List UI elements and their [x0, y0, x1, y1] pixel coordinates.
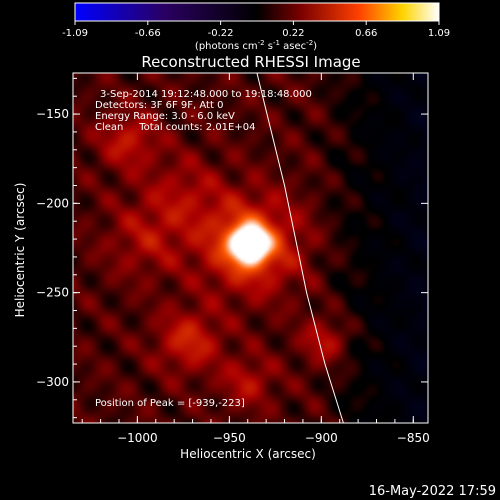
y-axis-label: Heliocentric Y (arcsec) — [13, 183, 27, 318]
annotation-peak-position: Position of Peak = [-939,-223] — [95, 398, 245, 409]
heatmap-image — [73, 73, 428, 423]
annotation-clean-counts: Clean Total counts: 2.01E+04 — [95, 122, 255, 133]
annotation-time-range: 3-Sep-2014 19:12:48.000 to 19:18:48.000 — [100, 89, 312, 100]
x-tick-label: −1000 — [117, 431, 158, 445]
colorbar-tick-label: 0.66 — [355, 28, 377, 39]
colorbar-ticks: -1.09 -0.66 -0.22 0.22 0.66 1.09 — [62, 21, 450, 39]
plot-area — [73, 73, 428, 423]
x-tick-label: −850 — [397, 431, 430, 445]
annotation-energy-range: Energy Range: 3.0 - 6.0 keV — [95, 111, 235, 122]
colorbar — [74, 2, 440, 22]
footer-date: 16-May-2022 17:59 — [369, 484, 496, 499]
colorbar-unit-label: (photons cm-2 s-1 asec-2) — [195, 39, 317, 52]
y-tick-label: −200 — [36, 196, 69, 210]
y-tick-label: −300 — [36, 375, 69, 389]
annotation-detectors: Detectors: 3F 6F 9F, Att 0 — [95, 100, 223, 111]
plot-frame — [72, 72, 429, 424]
colorbar-tick-label: -0.66 — [135, 28, 161, 39]
colorbar-tick-label: 1.09 — [428, 28, 450, 39]
colorbar-tick-label: 0.22 — [282, 28, 304, 39]
y-axis-ticks: −150 −200 −250 −300 — [36, 77, 428, 419]
x-axis-label: Heliocentric X (arcsec) — [180, 447, 316, 461]
solar-limb-curve — [256, 73, 344, 423]
x-tick-label: −950 — [213, 431, 246, 445]
y-tick-label: −150 — [36, 107, 69, 121]
x-axis-ticks: −1000 −950 −900 −850 — [81, 73, 430, 445]
chart-title: Reconstructed RHESSI Image — [141, 53, 360, 71]
y-tick-label: −250 — [36, 286, 69, 300]
colorbar-tick-label: -1.09 — [62, 28, 88, 39]
x-tick-label: −900 — [305, 431, 338, 445]
colorbar-tick-label: -0.22 — [208, 28, 234, 39]
